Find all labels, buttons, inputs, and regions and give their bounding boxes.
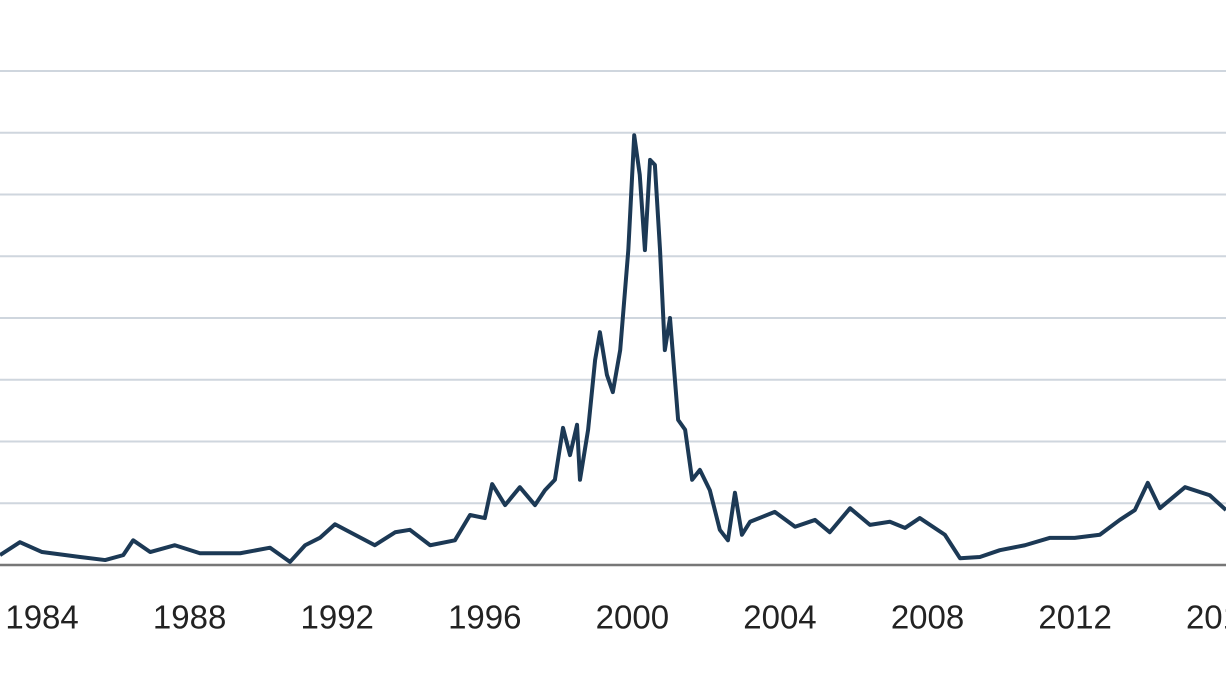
x-tick-label: 1984 — [5, 599, 78, 636]
x-tick-label: 1992 — [301, 599, 374, 636]
x-tick-label: 1988 — [153, 599, 226, 636]
x-tick-label: 1996 — [448, 599, 521, 636]
x-tick-label: 2000 — [596, 599, 669, 636]
data-line — [0, 133, 1226, 564]
x-tick-label: 2016 — [1186, 599, 1226, 636]
x-tick-label: 2008 — [891, 599, 964, 636]
x-tick-label: 2004 — [743, 599, 816, 636]
x-tick-label: 2012 — [1038, 599, 1111, 636]
